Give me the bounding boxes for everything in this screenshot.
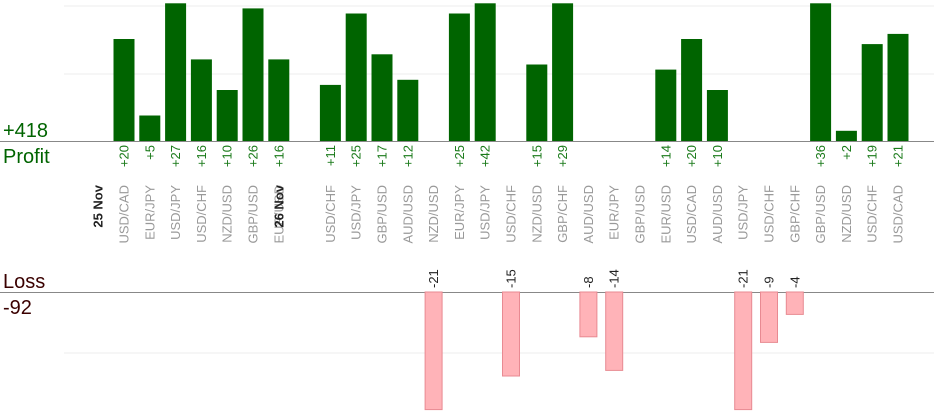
profit-value-label: +11 <box>323 145 338 166</box>
pair-label: USD/CHF <box>762 185 777 243</box>
profit-value-label: +36 <box>813 145 828 167</box>
pair-label: USD/CAD <box>684 185 699 244</box>
loss-value-label: -8 <box>581 276 596 288</box>
pair-label: NZD/USD <box>529 185 544 243</box>
pair-label: USD/CAD <box>891 185 906 244</box>
profit-value-label: +19 <box>865 145 880 167</box>
profit-bar <box>190 59 212 141</box>
pair-label: USD/CHF <box>865 185 880 243</box>
profit-label: Profit <box>3 146 50 168</box>
profit-bar <box>371 54 393 141</box>
pair-label: GBP/CHF <box>555 185 570 243</box>
profit-value-label: +20 <box>684 145 699 167</box>
profit-value-label: +20 <box>117 145 132 167</box>
loss-value-label: -15 <box>504 269 519 288</box>
loss-value-label: -9 <box>762 276 777 288</box>
pair-label: USD/CHF <box>323 185 338 243</box>
pair-label: GBP/USD <box>246 185 261 244</box>
profit-bar <box>887 33 909 141</box>
profit-value-label: +5 <box>142 145 157 160</box>
loss-total: -92 <box>3 297 32 319</box>
profit-bar <box>706 90 728 141</box>
pair-label: NZD/USD <box>839 185 854 243</box>
pair-label: USD/JPY <box>349 185 364 240</box>
profit-bar <box>345 13 367 141</box>
profit-value-label: +21 <box>891 145 906 167</box>
profit-value-label: +42 <box>478 145 493 167</box>
loss-value-label: -21 <box>426 269 441 288</box>
profit-bar <box>655 69 677 141</box>
pair-label: USD/JPY <box>168 185 183 240</box>
profit-bar <box>526 64 548 141</box>
profit-value-label: +12 <box>400 145 415 167</box>
pair-label: USD/JPY <box>736 185 751 240</box>
profit-bar <box>165 3 187 141</box>
date-label: 25 Nov <box>91 184 106 227</box>
profit-bar <box>268 59 290 141</box>
pair-label: EUR/USD <box>658 185 673 244</box>
pair-label: USD/JPY <box>478 185 493 240</box>
pair-label: EUR/JPY <box>142 185 157 240</box>
pair-label: NZD/USD <box>426 185 441 243</box>
loss-value-label: -14 <box>607 269 622 288</box>
profit-bar <box>681 39 703 141</box>
pair-label: EUR/USD <box>271 185 286 244</box>
profit-value-label: +10 <box>220 145 235 167</box>
loss-bar <box>785 291 804 315</box>
pair-label: USD/CHF <box>504 185 519 243</box>
loss-bar <box>734 291 753 411</box>
profit-bar <box>810 3 832 141</box>
profit-bar <box>242 8 264 142</box>
pair-label: GBP/USD <box>375 185 390 244</box>
profit-bar <box>113 39 135 141</box>
pair-label: NZD/USD <box>220 185 235 243</box>
profit-bar <box>139 115 161 141</box>
date-label: 26 Nov <box>271 184 286 227</box>
loss-bar <box>605 291 624 371</box>
profit-value-label: +27 <box>168 145 183 167</box>
pair-label: AUD/USD <box>581 185 596 244</box>
profit-bar <box>861 44 883 141</box>
loss-bar <box>579 291 598 338</box>
profit-total: +418 <box>3 120 49 142</box>
pair-label: EUR/JPY <box>452 185 467 240</box>
loss-bar <box>502 291 520 377</box>
profit-value-label: +15 <box>529 145 544 167</box>
profit-bar <box>835 130 857 141</box>
profit-bar <box>397 79 419 141</box>
loss-value-label: -21 <box>736 269 751 288</box>
profit-value-label: +29 <box>555 145 570 167</box>
profit-value-label: +26 <box>246 145 261 167</box>
loss-label: Loss <box>3 271 46 293</box>
profit-bar <box>552 3 574 141</box>
pair-label: GBP/USD <box>813 185 828 244</box>
pair-label: GBP/CHF <box>787 185 802 243</box>
pair-label: USD/CAD <box>117 185 132 244</box>
profit-value-label: +10 <box>710 145 725 167</box>
profit-value-label: +2 <box>839 145 854 160</box>
profit-value-label: +16 <box>194 145 209 167</box>
pair-label: AUD/USD <box>710 185 725 244</box>
loss-bar <box>760 291 778 343</box>
profit-value-label: +16 <box>271 145 286 167</box>
loss-value-label: -4 <box>787 276 802 288</box>
pair-label: USD/CHF <box>194 185 209 243</box>
profit-bar <box>216 90 238 141</box>
profit-value-label: +25 <box>349 145 364 167</box>
pair-label: GBP/USD <box>633 185 648 244</box>
profit-bar <box>448 13 470 141</box>
profit-bar <box>319 84 341 141</box>
profit-value-label: +14 <box>658 145 673 167</box>
profit-value-label: +25 <box>452 145 467 167</box>
pair-label: EUR/JPY <box>607 185 622 240</box>
profit-value-label: +17 <box>375 145 390 167</box>
pair-label: AUD/USD <box>400 185 415 244</box>
profit-bar <box>474 3 496 141</box>
loss-bar <box>424 291 443 411</box>
